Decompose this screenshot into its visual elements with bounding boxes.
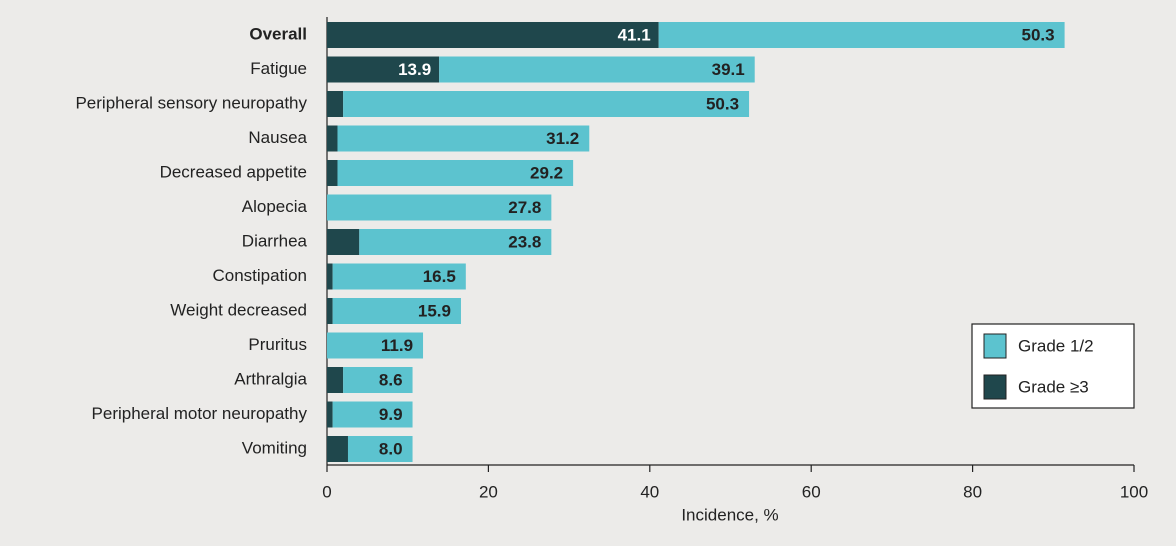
data-label: 8.0: [379, 439, 403, 458]
y-tick-label: Decreased appetite: [160, 162, 307, 181]
bar-segment: [337, 125, 590, 152]
bar-segment: [327, 436, 348, 462]
x-tick-label: 20: [479, 482, 498, 501]
x-axis-title: Incidence, %: [681, 505, 778, 524]
data-label: 41.1: [618, 25, 651, 44]
bar-segment: [332, 401, 413, 428]
x-tick-label: 60: [802, 482, 821, 501]
bar-segment: [347, 436, 413, 462]
x-tick-label: 40: [640, 482, 659, 501]
bar-segment: [327, 367, 344, 393]
data-label: 11.9: [381, 336, 413, 355]
legend-swatch: [983, 333, 1007, 359]
data-label: 9.9: [379, 405, 403, 424]
y-tick-label: Constipation: [212, 266, 307, 285]
bar-segment: [327, 263, 333, 290]
y-tick-label: Nausea: [248, 128, 307, 147]
bar-segment: [327, 401, 333, 428]
x-tick-label: 0: [322, 482, 331, 501]
bar-segment: [359, 229, 552, 255]
bar-segment: [327, 125, 338, 152]
data-label: 8.6: [379, 370, 403, 389]
data-label: 29.2: [530, 163, 563, 182]
bar-segment: [327, 298, 333, 324]
data-label: 15.9: [418, 301, 451, 320]
data-label: 31.2: [546, 129, 579, 148]
bar-segment: [327, 229, 360, 255]
bar-segment: [327, 56, 440, 83]
data-label: 16.5: [423, 267, 456, 286]
y-tick-label: Diarrhea: [242, 231, 308, 250]
bar-segment: [658, 22, 1065, 48]
y-tick-label: Overall: [249, 24, 307, 43]
data-label: 13.9: [398, 60, 431, 79]
bar-segment: [327, 332, 424, 359]
data-label: 27.8: [508, 198, 541, 217]
bar-segment: [327, 160, 338, 186]
legend-label: Grade ≥3: [1018, 377, 1089, 396]
y-tick-label: Peripheral sensory neuropathy: [75, 93, 307, 112]
y-tick-label: Fatigue: [250, 59, 307, 78]
legend-label: Grade 1/2: [1018, 336, 1094, 355]
x-tick-label: 100: [1120, 482, 1148, 501]
y-tick-label: Vomiting: [242, 438, 307, 457]
x-tick-label: 80: [963, 482, 982, 501]
y-tick-label: Weight decreased: [170, 300, 307, 319]
bar-segment: [343, 91, 750, 117]
data-label: 50.3: [706, 94, 739, 113]
bar-segment: [332, 298, 461, 324]
y-tick-label: Peripheral motor neuropathy: [92, 404, 308, 423]
bar-segment: [343, 367, 413, 393]
bar-segment: [332, 263, 466, 290]
bar-segment: [327, 91, 344, 117]
data-label: 23.8: [508, 232, 541, 251]
y-tick-label: Arthralgia: [234, 369, 307, 388]
y-tick-label: Alopecia: [242, 197, 308, 216]
y-tick-label: Pruritus: [248, 335, 307, 354]
data-label: 50.3: [1022, 25, 1055, 44]
bar-segment: [327, 22, 659, 48]
bar-segment: [337, 160, 574, 186]
bar-segment: [327, 194, 552, 221]
legend-swatch: [983, 374, 1007, 400]
data-label: 39.1: [712, 60, 745, 79]
bar-segment: [439, 56, 755, 83]
